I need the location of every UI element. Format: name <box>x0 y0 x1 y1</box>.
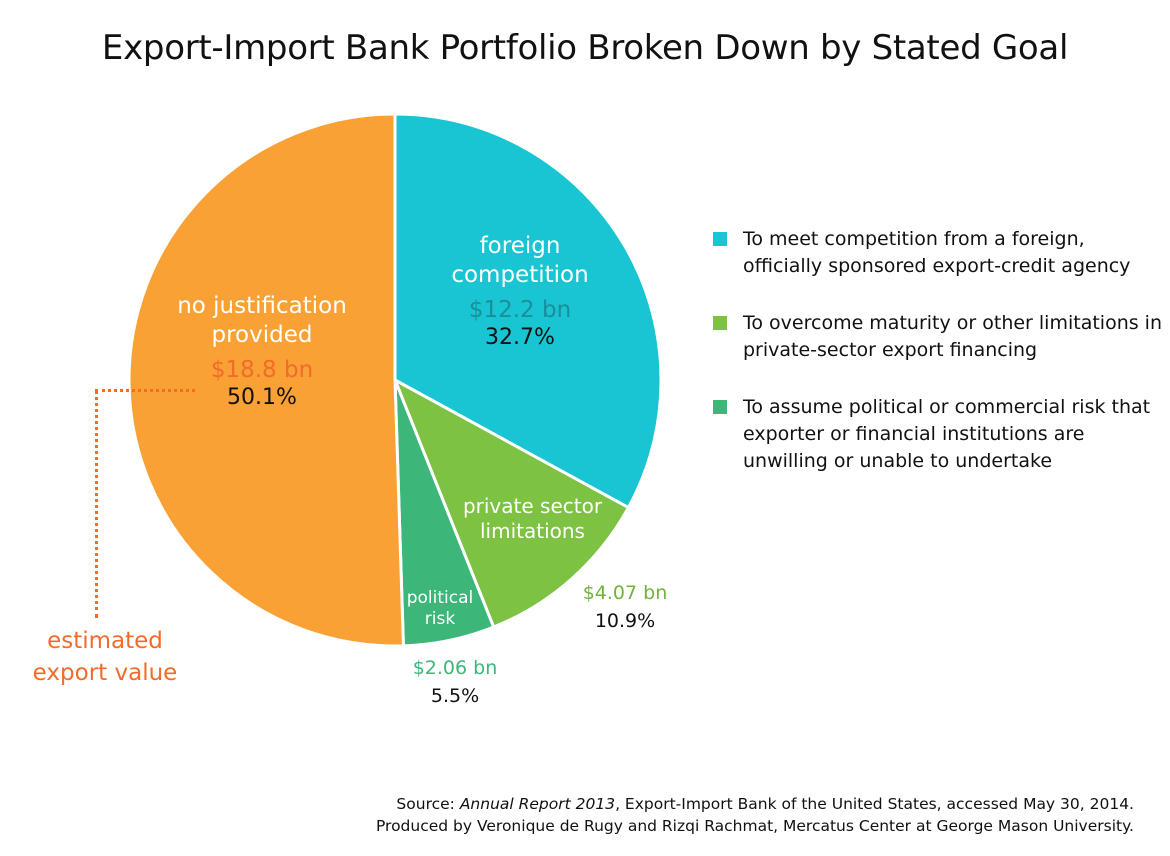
legend: To meet competition from a foreign, offi… <box>713 226 1163 501</box>
legend-text: To assume political or commercial risk t… <box>743 395 1151 472</box>
legend-text: To overcome maturity or other limitation… <box>743 311 1162 361</box>
slice-name-no-justification: no justification provided <box>177 293 347 348</box>
legend-item-political-risk: To assume political or commercial risk t… <box>713 394 1163 475</box>
amount-foreign-competition: $12.2 bn <box>468 296 572 323</box>
label-political-risk: political risk <box>400 588 480 631</box>
label-private-sector: private sector limitations <box>450 494 615 544</box>
pie-slice-private-sector-limitations <box>392 376 631 629</box>
label-foreign-competition: foreign competition $12.2 bn 32.7% <box>430 232 610 352</box>
source-report: Annual Report 2013 <box>459 795 616 813</box>
percent-no-justification: 50.1% <box>227 385 297 411</box>
outside-label-political-risk: $2.06 bn 5.5% <box>395 657 515 709</box>
amount-private-sector: $4.07 bn <box>582 582 668 604</box>
legend-text: To meet competition from a foreign, offi… <box>743 228 1131 277</box>
annotation-estimated-export-value: estimated export value <box>32 628 178 687</box>
source-note: Source: Annual Report 2013, Export-Impor… <box>376 793 1134 837</box>
amount-political-risk: $2.06 bn <box>412 657 498 679</box>
legend-item-private-sector: To overcome maturity or other limitation… <box>713 310 1163 364</box>
percent-private-sector: 10.9% <box>594 609 656 632</box>
source-line-2: Produced by Veronique de Rugy and Rizqi … <box>375 817 1134 835</box>
annotation-connector-vertical <box>95 390 98 618</box>
legend-swatch-cyan <box>713 232 727 246</box>
legend-item-foreign-competition: To meet competition from a foreign, offi… <box>713 226 1163 280</box>
slice-name-private-sector: private sector limitations <box>462 494 603 543</box>
outside-label-private-sector: $4.07 bn 10.9% <box>565 582 685 634</box>
amount-no-justification: $18.8 bn <box>210 356 314 383</box>
percent-political-risk: 5.5% <box>430 684 480 707</box>
slice-name-foreign-competition: foreign competition <box>451 233 589 288</box>
pie-slice-no-justification-provided <box>127 112 405 648</box>
slice-name-political-risk: political risk <box>406 588 474 630</box>
chart-title: Export-Import Bank Portfolio Broken Down… <box>101 28 1069 68</box>
annotation-connector-horizontal <box>95 389 195 392</box>
legend-swatch-green <box>713 315 727 330</box>
source-rest: , Export-Import Bank of the United State… <box>615 795 1134 813</box>
pie-slice-foreign-competition <box>393 112 663 510</box>
percent-foreign-competition: 32.7% <box>485 325 555 351</box>
label-no-justification: no justification provided $18.8 bn 50.1% <box>152 292 372 412</box>
legend-swatch-teal <box>713 399 727 414</box>
source-prefix: Source: <box>396 795 460 813</box>
source-line-1: Source: Annual Report 2013, Export-Impor… <box>376 793 1134 815</box>
